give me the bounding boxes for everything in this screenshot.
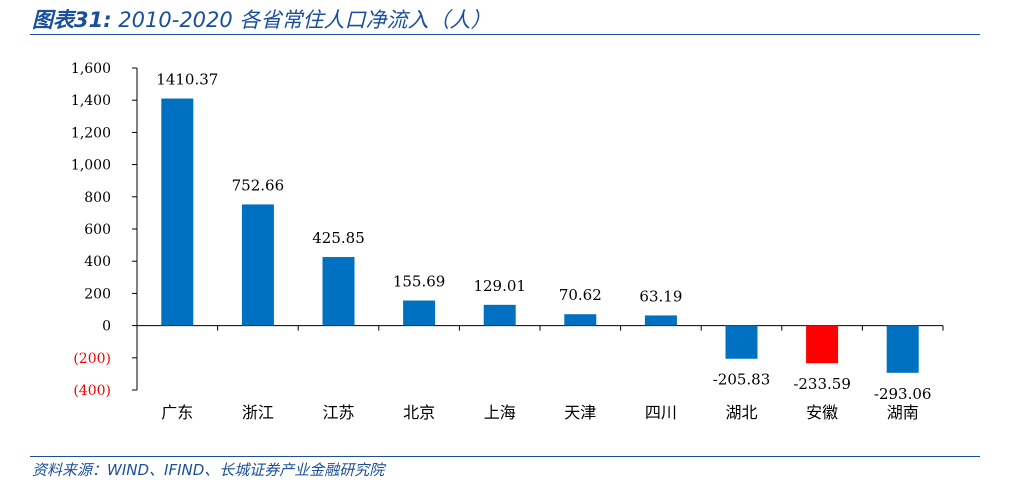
y-tick-label: 0 [102, 319, 111, 335]
bar-湖北 [725, 325, 758, 359]
bar-安徽 [806, 325, 839, 364]
x-tick-label: 江苏 [322, 403, 354, 422]
data-label: -205.83 [713, 371, 771, 389]
bar-天津 [564, 314, 597, 326]
y-tick-label: 1,600 [71, 61, 111, 77]
bar-湖南 [886, 325, 919, 373]
x-tick-label: 天津 [564, 403, 596, 422]
y-tick-label: 1,000 [71, 158, 111, 174]
x-tick-label: 广东 [161, 403, 193, 422]
x-tick-label: 上海 [484, 403, 516, 422]
x-tick-label: 湖北 [725, 403, 757, 422]
bar-江苏 [322, 257, 355, 326]
x-tick-label: 湖南 [887, 403, 919, 422]
source-note: 资料来源：WIND、IFIND、长城证券产业金融研究院 [32, 461, 385, 479]
y-tick-label: 1,400 [71, 93, 111, 109]
data-label: -233.59 [793, 375, 851, 393]
data-label: 70.62 [559, 286, 602, 304]
data-label: 155.69 [393, 273, 446, 291]
data-label: 63.19 [639, 287, 682, 305]
title-divider [30, 34, 980, 35]
bar-北京 [403, 300, 436, 326]
data-label: 1410.37 [156, 71, 218, 89]
x-tick-label: 安徽 [806, 403, 838, 422]
bar-四川 [644, 315, 677, 326]
x-tick-label: 四川 [645, 403, 677, 422]
source-divider [30, 456, 980, 457]
bar-广东 [161, 98, 194, 326]
data-label: 425.85 [312, 229, 365, 247]
y-tick-label: (400) [73, 383, 111, 399]
y-tick-label: 600 [84, 222, 111, 238]
bar-浙江 [241, 204, 274, 326]
y-tick-label: 1,200 [71, 125, 111, 141]
x-tick-label: 北京 [403, 403, 435, 422]
y-tick-label: 800 [84, 190, 111, 206]
y-tick-label: 400 [84, 254, 111, 270]
chart-title: 图表31: 2010-2020 各省常住人口净流入（人） [32, 8, 492, 32]
x-tick-label: 浙江 [242, 403, 274, 422]
data-label: 129.01 [473, 277, 526, 295]
y-tick-label: 200 [84, 286, 111, 302]
bar-上海 [483, 304, 516, 326]
data-label: 752.66 [232, 176, 285, 194]
data-label: -293.06 [874, 385, 932, 403]
y-tick-label: (200) [73, 351, 111, 367]
